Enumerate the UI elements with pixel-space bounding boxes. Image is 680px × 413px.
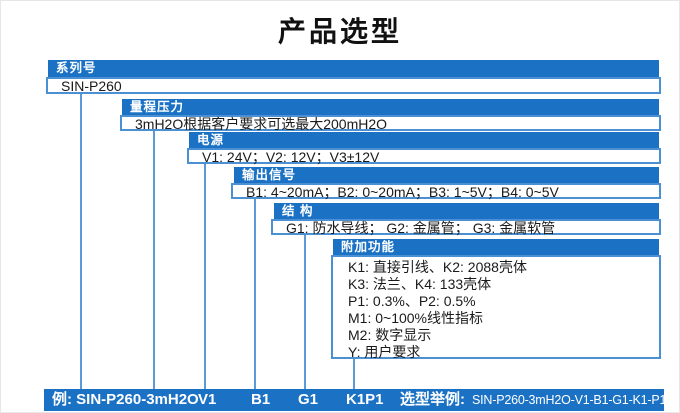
- connector-line-power: [204, 164, 206, 389]
- level-header-range: 量程压力: [122, 99, 659, 115]
- connector-line-addons: [353, 359, 355, 389]
- level-header-range-label: 量程压力: [130, 100, 185, 114]
- addon-option-k1-k2: K1: 直接引线、K2: 2088壳体: [348, 259, 527, 275]
- connector-line-series: [80, 94, 82, 389]
- power-value: V1: 24V；V2: 12V；V3±12V: [202, 149, 380, 165]
- level-header-series-label: 系列号: [56, 61, 97, 75]
- level-header-power-label: 电源: [197, 133, 225, 147]
- addon-option-m1: M1: 0~100%线性指标: [348, 310, 483, 326]
- example-segment-power: V1: [198, 391, 217, 408]
- example-full-code: SIN-P260-3mH2O-V1-B1-G1-K1-P1: [472, 393, 667, 407]
- example-prefix: 例: SIN-P260-3mH2O: [52, 391, 199, 408]
- page-title: 产品选型: [277, 16, 402, 47]
- example-segment-structure: G1: [298, 391, 319, 408]
- level-header-structure: 结 构: [274, 203, 659, 219]
- level-value-output: B1: 4~20mA；B2: 0~20mA；B3: 1~5V；B4: 0~5V: [231, 183, 661, 200]
- level-value-power: V1: 24V；V2: 12V；V3±12V: [187, 148, 661, 165]
- level-header-structure-label: 结 构: [282, 204, 314, 218]
- structure-value: G1: 防水导线； G2: 金属管； G3: 金属软管: [286, 220, 556, 236]
- level-header-addons: 附加功能: [333, 239, 659, 255]
- level-value-addons: K1: 直接引线、K2: 2088壳体 K3: 法兰、K4: 133壳体 P1:…: [331, 255, 661, 360]
- connector-line-range: [153, 131, 155, 389]
- example-segment-addons: K1P1: [346, 391, 384, 408]
- level-header-series: 系列号: [48, 60, 659, 77]
- output-value: B1: 4~20mA；B2: 0~20mA；B3: 1~5V；B4: 0~5V: [246, 184, 559, 200]
- addon-option-k3-k4: K3: 法兰、K4: 133壳体: [348, 276, 492, 292]
- addon-option-y: Y: 用户要求: [348, 344, 421, 360]
- addon-option-p1-p2: P1: 0.3%、P2: 0.5%: [348, 293, 476, 309]
- addon-option-m2: M2: 数字显示: [348, 327, 432, 343]
- example-bar: 例: SIN-P260-3mH2O V1 B1 G1 K1P1 选型举例: SI…: [44, 389, 667, 411]
- range-value: 3mH2O根据客户要求可选最大200mH2O: [135, 116, 388, 132]
- level-value-structure: G1: 防水导线； G2: 金属管； G3: 金属软管: [271, 219, 661, 236]
- level-header-output: 输出信号: [234, 167, 659, 183]
- example-label: 选型举例:: [400, 391, 465, 408]
- level-value-series: SIN-P260: [46, 77, 661, 94]
- example-segment-output: B1: [251, 391, 271, 408]
- level-header-output-label: 输出信号: [242, 168, 297, 182]
- series-value: SIN-P260: [61, 78, 122, 94]
- level-header-addons-label: 附加功能: [341, 240, 396, 254]
- connector-line-structure: [304, 235, 306, 389]
- connector-line-output: [254, 199, 256, 389]
- level-value-range: 3mH2O根据客户要求可选最大200mH2O: [120, 115, 661, 132]
- level-header-power: 电源: [189, 132, 659, 148]
